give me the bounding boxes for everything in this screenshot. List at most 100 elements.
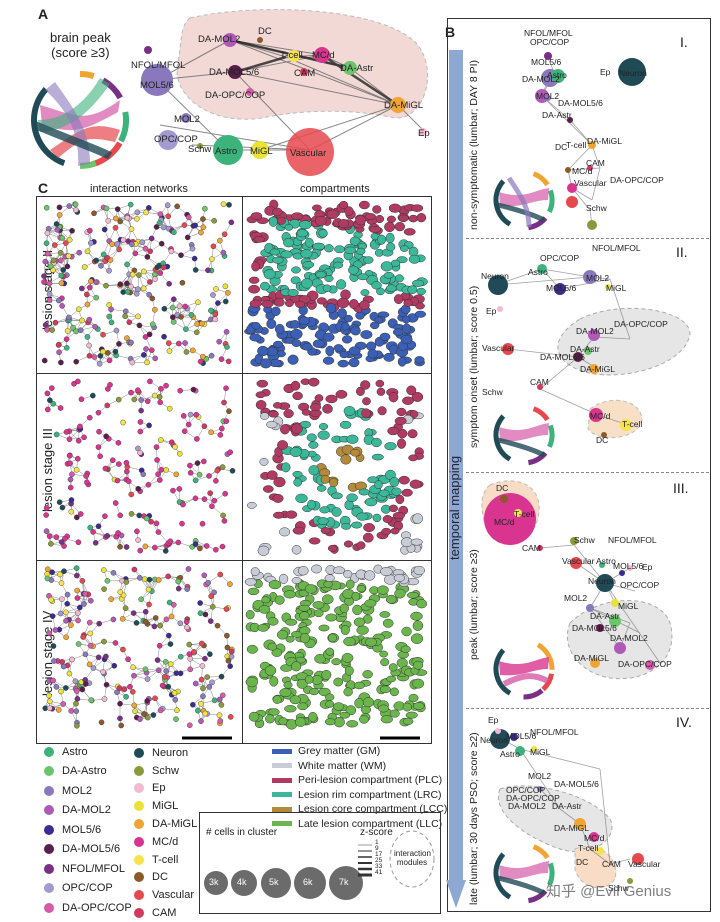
size-legend-box: # cells in cluster z-score 3k 4k 5k 6k 7… [199,812,441,914]
legend-label: DA-MOL5/6 [62,843,121,856]
legend-label: Late lesion compartment (LLC) [298,817,443,830]
zscore-1: 1 [375,839,379,846]
a-node-mcd: MC/d [312,50,335,61]
b4-n16: CAM [602,859,621,869]
legend-label: Grey matter (GM) [298,745,381,758]
legend-item: NFOL/MFOL [44,859,132,879]
legend-item: Ep [134,780,197,798]
legend-swatch [44,805,54,816]
c-col1-header: interaction networks [90,183,188,195]
b4-n6: MOL2 [528,771,551,781]
legend-swatch [134,747,144,758]
legend-label: DC [152,871,168,884]
legend-item: DA-MOL5/6 [44,840,132,860]
legend-item: MOL5/6 [44,820,132,840]
b3-n16: DA-MOL2 [610,633,648,643]
legend-label: White matter (WM) [298,759,387,772]
legend-label: MOL5/6 [62,823,102,836]
size-label-6k: 6k [303,877,313,887]
b1-n9: DA-Astr [542,110,572,120]
legend-swatch [272,748,292,754]
b2-n12: DA-Astr [570,344,600,354]
legend-item: T-cell [134,851,197,869]
b1-n16: DA-OPC/COP [610,175,664,185]
b3-n4: Schw [574,535,596,545]
legend-label: Lesion rim compartment (LRC) [298,788,442,801]
legend-item: DC [134,869,197,887]
b2-n17: T-cell [622,419,642,429]
b2-n3: Astro [528,267,548,277]
b4-n10: DA-MOL2 [508,801,546,811]
legend-item: Lesion rim compartment (LRC) [272,788,447,803]
size-legend-circles [204,830,435,900]
zscore-9: 9 [375,845,379,852]
b2-n9: DA-OPC/COP [614,319,668,329]
b2-n10: Vascular [482,343,515,353]
legend-swatch [44,883,54,894]
legend-swatch [272,821,292,827]
legend-swatch [272,777,292,783]
a-node-dc: DC [258,26,272,37]
b3-n6: Vascular [562,556,595,566]
legend-label: MiGL [152,800,179,813]
legend-item: DA-Astro [44,762,132,782]
b1-n2: MOL5/6 [531,57,562,67]
legend-label: Schw [152,764,179,777]
b4-n1: NFOL/MFOL [530,727,579,737]
b4-n11: DA-Astr [552,801,582,811]
legend-swatch [134,890,144,901]
b4-n13: MC/d [584,833,605,843]
c-compartment-cells-stage3 [246,377,424,556]
legend-item: Astro [44,742,132,762]
legend-label: Ep [152,782,166,795]
legend-item: Late lesion compartment (LLC) [272,817,447,832]
legend-swatch [134,836,144,847]
b1-n10: DA-MiGL [587,136,622,146]
c-network-nodes-stage3 [43,378,236,554]
b3-n17: DA-MiGL [574,653,609,663]
legend-item: DA-OPC/COP [44,898,132,918]
b4-n2: MOL5/6 [506,731,537,741]
b3-n5: NFOL/MFOL [608,535,657,545]
legend-swatch [134,908,144,919]
size-label-7k: 7k [339,877,349,887]
legend-label: Neuron [152,746,189,759]
legend-swatch [44,824,54,835]
legend-item: White matter (WM) [272,759,447,774]
legend-swatch [134,783,144,794]
b1-n3: Astro [547,70,567,80]
b-roman-2: II. [676,244,688,260]
legend-label: NFOL/MFOL [62,862,125,875]
b3-n13: MiGL [618,601,639,611]
legend-item: Vascular [134,886,197,904]
panel-a-letter: A [38,6,49,22]
b3-n9: Ep [642,562,653,572]
legend-item: OPC/COP [44,879,132,899]
legend-swatch [134,801,144,812]
b2-n0: NFOL/MFOL [592,243,641,253]
b2-n13: DA-MiGL [580,364,615,374]
b1-n14: MC/d [572,166,593,176]
legend-swatch [44,785,54,796]
legend-swatch [272,792,292,798]
b3-n1: T-cell [514,509,534,519]
panel-a-title: brain peak (score ≥3) [50,30,111,60]
b3-n11: OPC/COP [620,580,660,590]
watermark: 知乎 @Evil Genius [546,883,672,900]
b3-n7: Astro [596,556,616,566]
panel-b-frame [447,18,711,912]
a-node-damol2: DA-MOL2 [198,34,240,45]
zscore-33: 33 [375,863,383,870]
b1-n17: Schw [586,203,608,213]
b3-n0: DC [496,483,508,493]
legend-item: MOL2 [44,781,132,801]
b3-n2: MC/d [494,517,515,527]
a-node-damigl: DA-MiGL [384,100,423,111]
b4-n4: Astro [500,749,520,759]
b-sep-2 [466,472,709,473]
legend-swatch [134,854,144,865]
a-node-daastr: DA-Astr [340,63,373,74]
c-compartment-cells-stage4 [244,564,428,730]
b1-n5: Neuron [619,68,647,78]
b2-n14: CAM [530,377,549,387]
